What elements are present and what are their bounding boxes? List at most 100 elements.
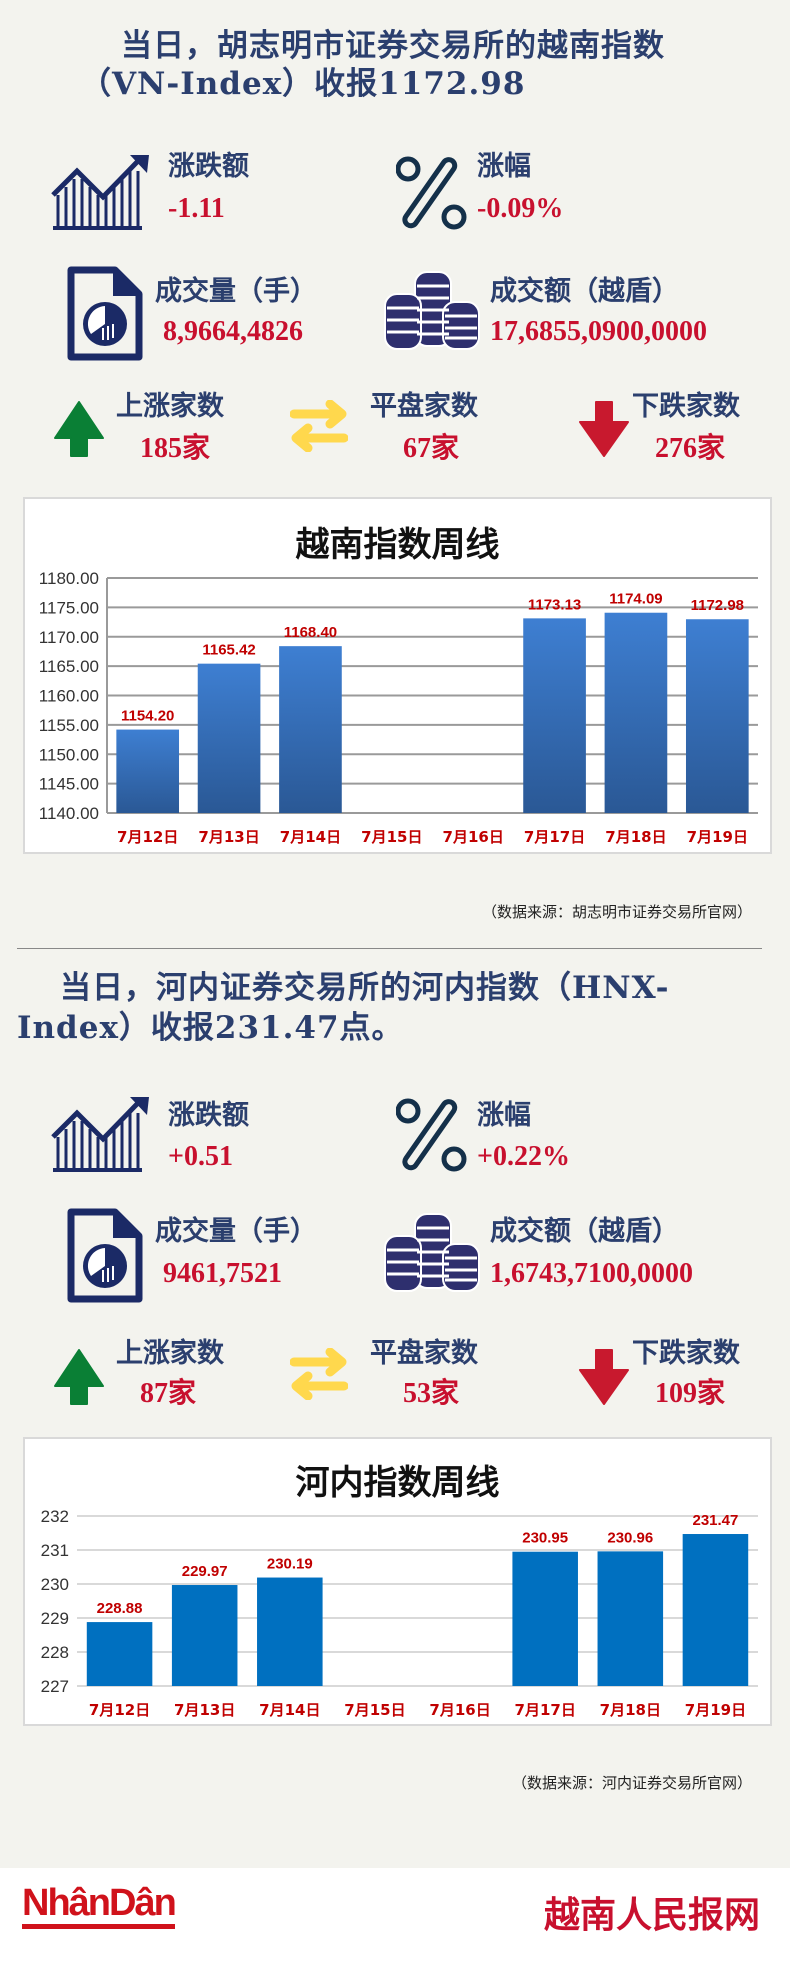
bar xyxy=(279,646,342,813)
section-title-line2: （VN-Index）收报1172.98 xyxy=(80,66,526,102)
x-tick-label: 7月15日 xyxy=(344,1701,405,1719)
bar xyxy=(116,729,180,813)
percent-change-label: 涨幅 xyxy=(477,1100,531,1131)
turnover-label: 成交额（越盾） xyxy=(490,1216,679,1247)
x-tick-label: 7月12日 xyxy=(89,1701,150,1719)
advancers-label: 上涨家数 xyxy=(116,1338,224,1369)
document-report-icon xyxy=(67,266,143,361)
bar xyxy=(86,1622,153,1686)
data-label: 230.96 xyxy=(607,1529,653,1546)
section-title-line1: 当日，胡志明市证券交易所的越南指数 xyxy=(121,28,665,64)
site-name-logo: 越南人民报网 xyxy=(543,1895,760,1936)
x-tick-label: 7月14日 xyxy=(259,1701,320,1719)
y-tick-label: 1150.00 xyxy=(39,745,99,764)
weekly-bar-chart: 河内指数周线 227 228 229 230 231 232 228.88 7月12日 229.… xyxy=(23,1437,772,1726)
x-tick-label: 7月19日 xyxy=(685,1701,746,1719)
advancers-label: 上涨家数 xyxy=(116,391,224,422)
bar xyxy=(257,1577,323,1686)
bar xyxy=(512,1551,578,1686)
down-arrow-icon xyxy=(579,1349,629,1405)
section-title-line2: Index）收报231.47点。 xyxy=(17,1010,404,1046)
decliners-value: 276家 xyxy=(655,433,726,464)
chart-title: 越南指数周线 xyxy=(295,525,500,565)
data-label: 1172.98 xyxy=(691,597,744,614)
percent-change-value: -0.09% xyxy=(477,193,564,224)
change-value: +0.51 xyxy=(168,1141,233,1172)
data-label: 230.95 xyxy=(522,1530,568,1547)
bar xyxy=(685,619,749,813)
unchanged-value: 53家 xyxy=(403,1378,460,1409)
x-tick-label: 7月19日 xyxy=(687,828,748,846)
x-tick-label: 7月16日 xyxy=(443,828,504,846)
unchanged-label: 平盘家数 xyxy=(370,1338,478,1369)
chart-plot: 227 228 229 230 231 232 228.88 7月12日 229.97 7月13日… xyxy=(41,1507,758,1719)
y-tick-label: 232 xyxy=(41,1507,69,1526)
data-label: 231.47 xyxy=(692,1512,738,1529)
volume-value: 8,9664,4826 xyxy=(163,316,303,347)
data-label: 1168.40 xyxy=(284,624,337,641)
y-tick-label: 227 xyxy=(41,1677,69,1696)
unchanged-label: 平盘家数 xyxy=(370,391,478,422)
x-tick-label: 7月13日 xyxy=(198,828,259,846)
swap-arrows-icon xyxy=(290,1348,348,1400)
data-source-note: （数据来源：胡志明市证券交易所官网） xyxy=(481,903,752,921)
down-arrow-icon xyxy=(579,401,629,457)
y-tick-label: 1155.00 xyxy=(39,716,99,735)
x-tick-label: 7月15日 xyxy=(361,828,422,846)
x-tick-label: 7月13日 xyxy=(174,1701,235,1719)
percent-icon xyxy=(396,1098,467,1172)
up-arrow-icon xyxy=(54,1349,104,1405)
percent-change-value: +0.22% xyxy=(477,1141,570,1172)
nhandan-logo: NhânDân xyxy=(22,1883,177,1929)
footer: NhânDân 越南人民报网 xyxy=(0,1868,790,1975)
up-arrow-icon xyxy=(54,401,104,457)
y-tick-label: 1165.00 xyxy=(39,657,99,676)
section-title-line1: 当日，河内证券交易所的河内指数（HNX- xyxy=(60,970,670,1006)
coins-icon xyxy=(384,1213,480,1292)
percent-icon xyxy=(396,156,467,230)
decliners-value: 109家 xyxy=(655,1378,726,1409)
y-tick-label: 1175.00 xyxy=(39,598,99,617)
bar xyxy=(523,618,586,813)
data-label: 1165.42 xyxy=(202,642,255,659)
bar xyxy=(604,612,668,813)
x-tick-label: 7月17日 xyxy=(524,828,585,846)
chart-title: 河内指数周线 xyxy=(295,1463,500,1503)
bar xyxy=(682,1534,749,1686)
volume-label: 成交量（手） xyxy=(155,276,317,307)
y-tick-label: 1170.00 xyxy=(39,628,99,647)
data-label: 229.97 xyxy=(182,1563,228,1580)
bar xyxy=(197,663,261,813)
change-label: 涨跌额 xyxy=(168,1100,249,1131)
document-report-icon xyxy=(67,1208,143,1303)
coins-icon xyxy=(384,271,480,350)
unchanged-value: 67家 xyxy=(403,433,460,464)
data-label: 1154.20 xyxy=(121,708,174,725)
y-tick-label: 1160.00 xyxy=(39,687,99,706)
turnover-value: 1,6743,7100,0000 xyxy=(490,1258,693,1289)
x-tick-label: 7月16日 xyxy=(429,1701,490,1719)
x-tick-label: 7月12日 xyxy=(117,828,178,846)
weekly-bar-chart: 越南指数周线 1140.00 1145.00 1150.00 1155.00 1160.… xyxy=(23,497,772,854)
x-tick-label: 7月17日 xyxy=(515,1701,576,1719)
x-tick-label: 7月18日 xyxy=(605,828,666,846)
advancers-value: 87家 xyxy=(140,1378,197,1409)
x-tick-label: 7月18日 xyxy=(600,1701,661,1719)
chart-plot: 1140.00 1145.00 1150.00 1155.00 1160.00 1165.… xyxy=(39,569,758,846)
y-tick-label: 1180.00 xyxy=(39,569,99,588)
data-label: 228.88 xyxy=(97,1600,143,1617)
turnover-label: 成交额（越盾） xyxy=(490,276,679,307)
section-divider xyxy=(17,948,762,949)
y-tick-label: 1140.00 xyxy=(39,804,99,823)
decliners-label: 下跌家数 xyxy=(632,1338,740,1369)
trend-chart-icon xyxy=(51,155,149,230)
change-value: -1.11 xyxy=(168,193,225,224)
bar xyxy=(597,1551,664,1686)
volume-label: 成交量（手） xyxy=(155,1216,317,1247)
trend-chart-icon xyxy=(51,1097,149,1172)
y-tick-label: 231 xyxy=(41,1541,69,1560)
data-source-note: （数据来源：河内证券交易所官网） xyxy=(511,1774,752,1792)
volume-value: 9461,7521 xyxy=(163,1258,282,1289)
decliners-label: 下跌家数 xyxy=(632,391,740,422)
turnover-value: 17,6855,0900,0000 xyxy=(490,316,707,347)
